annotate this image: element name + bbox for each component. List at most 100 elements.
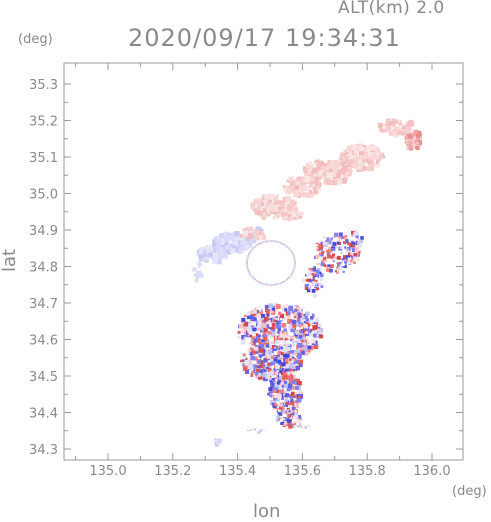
echo-cell: [336, 262, 340, 266]
echo-cell: [336, 169, 341, 174]
echo-cell: [314, 342, 318, 346]
echo-cell: [216, 441, 220, 446]
echo-cell: [289, 274, 292, 277]
echo-cell: [348, 154, 354, 160]
echo-cell: [326, 169, 330, 174]
echo-cell: [355, 240, 358, 244]
echo-cell: [279, 329, 283, 334]
echo-cell: [205, 258, 210, 262]
echo-cell: [251, 342, 254, 345]
echo-cell: [306, 339, 311, 344]
echo-cell: [281, 362, 286, 367]
echo-cell: [324, 247, 328, 250]
echo-cell: [284, 346, 288, 349]
echo-cell: [285, 403, 289, 407]
echo-cell: [251, 350, 256, 355]
echo-cell: [296, 177, 302, 183]
echo-cell: [302, 278, 306, 283]
echo-cell: [208, 247, 214, 252]
echo-cell: [269, 380, 274, 385]
echo-cell: [284, 244, 287, 247]
echo-cell: [329, 165, 336, 172]
echo-cell: [328, 246, 332, 250]
echo-cell: [265, 308, 269, 312]
echo-cell: [275, 339, 280, 345]
echo-cell: [240, 340, 246, 345]
echo-cell: [292, 341, 295, 344]
echo-cell: [296, 382, 299, 385]
echo-cell: [261, 322, 266, 328]
echo-cell: [215, 241, 219, 245]
echo-cell: [238, 324, 244, 329]
echo-cell: [272, 397, 278, 403]
echo-cell: [282, 347, 287, 353]
echo-cell: [296, 181, 301, 186]
echo-cell: [249, 311, 254, 316]
echo-cell: [276, 405, 279, 409]
echo-cell: [293, 378, 299, 384]
echo-cell: [271, 204, 275, 209]
echo-cell: [355, 245, 360, 250]
echo-cell: [289, 364, 294, 369]
echo-cell: [265, 324, 271, 329]
echo-cell: [293, 422, 297, 426]
echo-cell: [303, 337, 308, 341]
echo-cell: [286, 405, 290, 409]
echo-cell: [257, 210, 263, 216]
echo-cell: [296, 358, 300, 361]
echo-cell: [242, 230, 249, 236]
echo-cell: [212, 252, 218, 258]
echo-cell: [300, 181, 305, 186]
echo-cell: [307, 185, 311, 189]
echo-cell: [305, 279, 308, 282]
echo-cell: [400, 130, 406, 136]
echo-cell: [293, 266, 296, 269]
echo-cell: [280, 210, 284, 214]
x-tick-label: 136.0: [413, 464, 450, 479]
echo-cell: [263, 373, 267, 377]
echo-cell: [341, 178, 347, 184]
echo-cell: [245, 357, 248, 361]
echo-cell: [266, 362, 271, 366]
echo-cell: [408, 144, 413, 149]
echo-cell: [225, 231, 228, 234]
echo-cell: [406, 141, 409, 145]
echo-cell: [358, 160, 362, 164]
echo-cell: [382, 126, 385, 130]
echo-cell: [275, 359, 280, 364]
echo-cell: [256, 307, 259, 310]
echo-cell: [345, 152, 349, 156]
echo-cell: [250, 353, 253, 356]
echo-cell: [313, 344, 319, 349]
echo-cell: [297, 353, 302, 358]
echo-cell: [362, 153, 368, 159]
echo-cell: [330, 171, 333, 175]
echo-cell: [367, 158, 370, 162]
echo-cell: [272, 240, 275, 243]
echo-cell: [278, 409, 281, 413]
echo-cell: [291, 270, 294, 273]
echo-cell: [251, 238, 257, 244]
echo-cell: [219, 233, 225, 239]
echo-cell: [279, 241, 282, 244]
echo-cell: [308, 343, 312, 348]
echo-cell: [265, 310, 270, 315]
echo-cell: [358, 249, 362, 253]
x-tick-group: 135.0 135.2 135.4 135.6 135.8 136.0: [75, 63, 451, 479]
echo-cell: [288, 424, 292, 428]
echo-cell: [278, 207, 282, 211]
echo-cell: [275, 378, 279, 382]
echo-cell: [292, 324, 297, 328]
echo-cell: [355, 251, 359, 255]
echo-cell: [310, 316, 314, 320]
echo-cell: [260, 202, 265, 206]
echo-cell: [347, 164, 352, 168]
echo-cell: [293, 371, 298, 376]
echo-cell: [347, 262, 350, 265]
echo-cell: [318, 246, 323, 250]
echo-cell: [277, 331, 280, 334]
echo-cell: [283, 343, 287, 347]
echo-cell: [282, 390, 287, 396]
echo-cell: [315, 274, 320, 278]
echo-cell: [266, 313, 270, 317]
